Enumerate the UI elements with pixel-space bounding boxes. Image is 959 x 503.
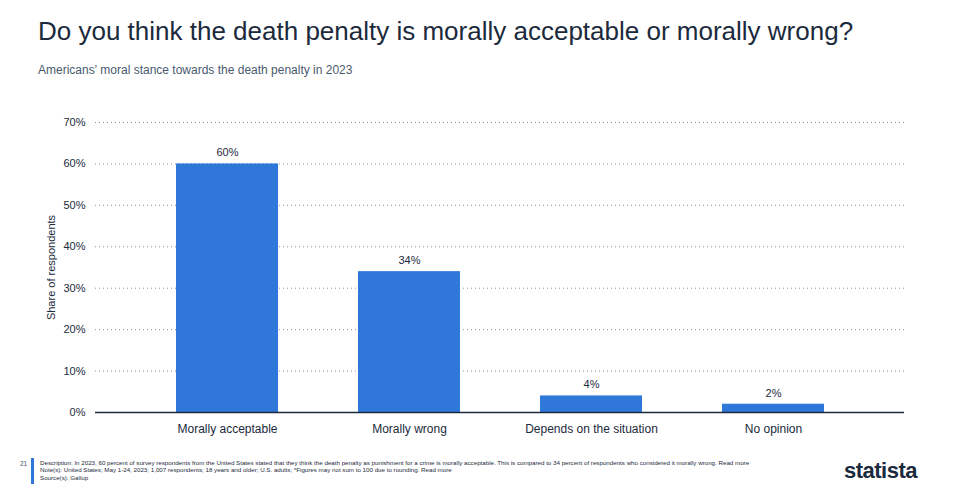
html-text:Americans' moral stance toward: Americans' moral stance towards the deat… [38,63,353,77]
svg-text:Morally acceptable: Morally acceptable [177,422,277,436]
html-text:Description: In 2023, 60 perce: Description: In 2023, 60 percent of surv… [40,459,750,466]
svg-text:50%: 50% [63,199,85,211]
svg-text:4%: 4% [584,378,600,390]
svg-text:60%: 60% [216,146,238,158]
svg-text:Share of respondents: Share of respondents [45,214,57,320]
svg-text:70%: 70% [63,116,85,128]
svg-text:0%: 0% [70,406,86,418]
html-text:Do you think the death penalty: Do you think the death penalty is morall… [38,16,854,46]
svg-text:20%: 20% [63,323,85,335]
html-text:Note(s): United States; May 1-: Note(s): United States; May 1-24, 2023; … [40,466,452,474]
html-text:statista: statista [844,458,917,483]
svg-text:Morally wrong: Morally wrong [372,422,447,436]
svg-text:60%: 60% [63,157,85,169]
svg-text:30%: 30% [63,282,85,294]
svg-text:2%: 2% [766,387,782,399]
svg-text:10%: 10% [63,365,85,377]
html-text:Source(s): Gallup: Source(s): Gallup [40,473,89,481]
svg-text:Depends on the situation: Depends on the situation [525,422,658,436]
svg-text:No opinion: No opinion [745,422,802,436]
svg-text:40%: 40% [63,240,85,252]
svg-text:34%: 34% [398,254,420,266]
html-text:21: 21 [20,460,28,467]
